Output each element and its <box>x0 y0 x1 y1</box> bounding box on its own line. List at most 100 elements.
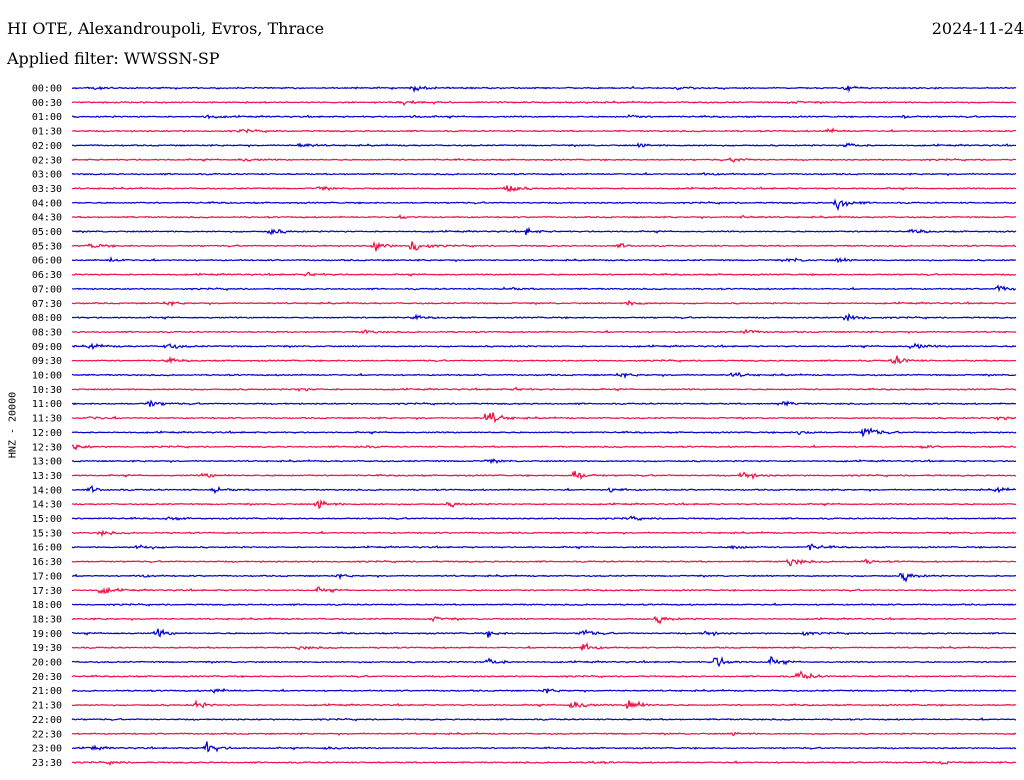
seismic-trace-line <box>71 399 1017 407</box>
seismic-trace-line <box>71 284 1017 293</box>
seismic-trace-line <box>71 371 1017 380</box>
seismic-trace-line <box>71 470 1017 481</box>
seismic-trace-line <box>71 426 1017 438</box>
seismic-trace-line <box>71 515 1017 522</box>
row-time-label: 12:30 <box>32 442 62 453</box>
seismic-trace-line <box>71 240 1017 252</box>
row-time-label: 18:00 <box>32 600 62 611</box>
seismic-trace-line <box>71 586 1017 595</box>
seismic-trace-line <box>71 558 1017 567</box>
seismic-trace-line <box>71 355 1017 366</box>
seismic-trace-line <box>71 499 1017 510</box>
row-time-label: 01:00 <box>32 112 62 123</box>
seismic-trace-line <box>71 412 1017 424</box>
seismic-trace-line <box>71 602 1017 607</box>
row-time-label: 01:30 <box>32 127 62 138</box>
row-time-label: 16:30 <box>32 557 62 568</box>
row-time-label: 13:00 <box>32 457 62 468</box>
seismic-trace-line <box>71 99 1017 107</box>
seismic-trace-line <box>71 529 1017 538</box>
seismic-trace-line <box>71 342 1017 351</box>
seismic-trace-line <box>71 299 1017 307</box>
seismic-trace-line <box>71 699 1017 710</box>
seismic-trace-line <box>71 655 1017 668</box>
seismic-trace-line <box>71 717 1017 722</box>
row-time-label: 02:30 <box>32 155 62 166</box>
row-time-label: 18:30 <box>32 614 62 625</box>
seismic-trace-line <box>71 113 1017 120</box>
seismic-trace-line <box>71 127 1017 134</box>
row-time-label: 10:30 <box>32 385 62 396</box>
row-time-label: 11:30 <box>32 414 62 425</box>
seismic-trace-line <box>71 731 1017 736</box>
seismic-trace-line <box>71 213 1017 220</box>
row-time-label: 21:00 <box>32 686 62 697</box>
station-title: HI OTE, Alexandroupoli, Evros, Thrace <box>7 19 325 38</box>
row-time-label: 14:00 <box>32 485 62 496</box>
row-time-label: 10:00 <box>32 371 62 382</box>
seismic-trace-line <box>71 185 1017 193</box>
seismic-trace-line <box>71 328 1017 335</box>
row-time-label: 20:00 <box>32 658 62 669</box>
seismic-trace-line <box>71 142 1017 149</box>
row-time-label: 17:30 <box>32 586 62 597</box>
row-time-label: 03:00 <box>32 170 62 181</box>
row-time-label: 20:30 <box>32 672 62 683</box>
seismic-trace-line <box>71 641 1017 651</box>
row-time-label: 08:00 <box>32 313 62 324</box>
row-time-label: 22:30 <box>32 729 62 740</box>
row-time-label: 06:00 <box>32 256 62 267</box>
row-time-label: 15:30 <box>32 528 62 539</box>
seismic-trace-line <box>71 687 1017 694</box>
seismic-trace-line <box>71 615 1017 625</box>
seismic-trace-line <box>71 458 1017 465</box>
seismic-trace-line <box>71 543 1017 551</box>
seismic-trace-line <box>71 85 1017 94</box>
seismic-trace-line <box>71 670 1017 680</box>
plot-date: 2024-11-24 <box>931 19 1024 38</box>
row-time-label: 02:00 <box>32 141 62 152</box>
seismic-trace-line <box>71 256 1017 264</box>
row-time-label: 05:30 <box>32 241 62 252</box>
seismic-trace-line <box>71 226 1017 236</box>
row-time-label: 23:30 <box>32 758 62 769</box>
row-time-label: 13:30 <box>32 471 62 482</box>
row-time-label: 09:00 <box>32 342 62 353</box>
seismic-trace-line <box>71 572 1017 583</box>
row-time-label: 15:00 <box>32 514 62 525</box>
seismic-trace-line <box>71 386 1017 392</box>
row-time-label: 07:30 <box>32 299 62 310</box>
seismic-trace-line <box>71 484 1017 495</box>
seismic-trace-line <box>71 741 1017 753</box>
row-time-label: 17:00 <box>32 571 62 582</box>
row-time-label: 22:00 <box>32 715 62 726</box>
row-time-label: 03:30 <box>32 184 62 195</box>
row-time-label: 14:30 <box>32 500 62 511</box>
row-time-label: 04:00 <box>32 198 62 209</box>
row-time-label: 21:30 <box>32 701 62 712</box>
row-time-label: 00:30 <box>32 98 62 109</box>
row-time-label: 00:00 <box>32 84 62 95</box>
row-time-label: 06:30 <box>32 270 62 281</box>
row-time-label: 08:30 <box>32 327 62 338</box>
row-time-label: 07:00 <box>32 284 62 295</box>
filter-label: Applied filter: WWSSN-SP <box>7 49 220 68</box>
row-time-label: 16:00 <box>32 543 62 554</box>
row-time-label: 11:00 <box>32 399 62 410</box>
row-time-label: 19:30 <box>32 643 62 654</box>
row-time-label: 12:00 <box>32 428 62 439</box>
row-time-label: 19:00 <box>32 629 62 640</box>
seismic-trace-line <box>71 312 1017 321</box>
row-time-label: 05:00 <box>32 227 62 238</box>
row-time-label: 23:00 <box>32 744 62 755</box>
seismic-trace-line <box>71 443 1017 451</box>
seismic-trace-line <box>71 271 1017 277</box>
seismic-trace-line <box>71 628 1017 638</box>
seismic-trace-line <box>71 157 1017 163</box>
seismic-trace-line <box>71 198 1017 212</box>
row-time-label: 04:30 <box>32 213 62 224</box>
seismic-trace-line <box>71 760 1017 767</box>
seismic-trace-line <box>71 171 1017 177</box>
row-time-label: 09:30 <box>32 356 62 367</box>
